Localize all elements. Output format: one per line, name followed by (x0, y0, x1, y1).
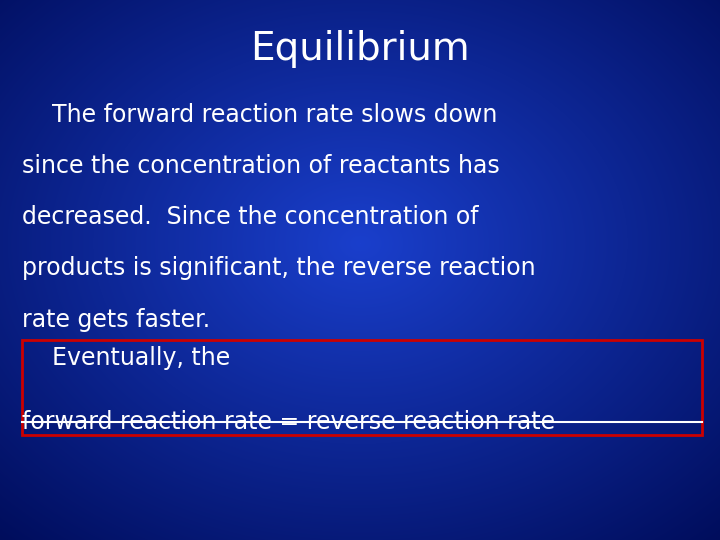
Bar (22, 340, 702, 435)
Text: Eventually, the: Eventually, the (22, 346, 230, 369)
Text: forward reaction rate = reverse reaction rate: forward reaction rate = reverse reaction… (22, 410, 554, 434)
Text: decreased.  Since the concentration of: decreased. Since the concentration of (22, 205, 478, 229)
Text: products is significant, the reverse reaction: products is significant, the reverse rea… (22, 256, 535, 280)
Text: rate gets faster.: rate gets faster. (22, 308, 210, 332)
Text: The forward reaction rate slows down: The forward reaction rate slows down (22, 103, 497, 126)
Text: Equilibrium: Equilibrium (250, 30, 470, 68)
Text: since the concentration of reactants has: since the concentration of reactants has (22, 154, 500, 178)
